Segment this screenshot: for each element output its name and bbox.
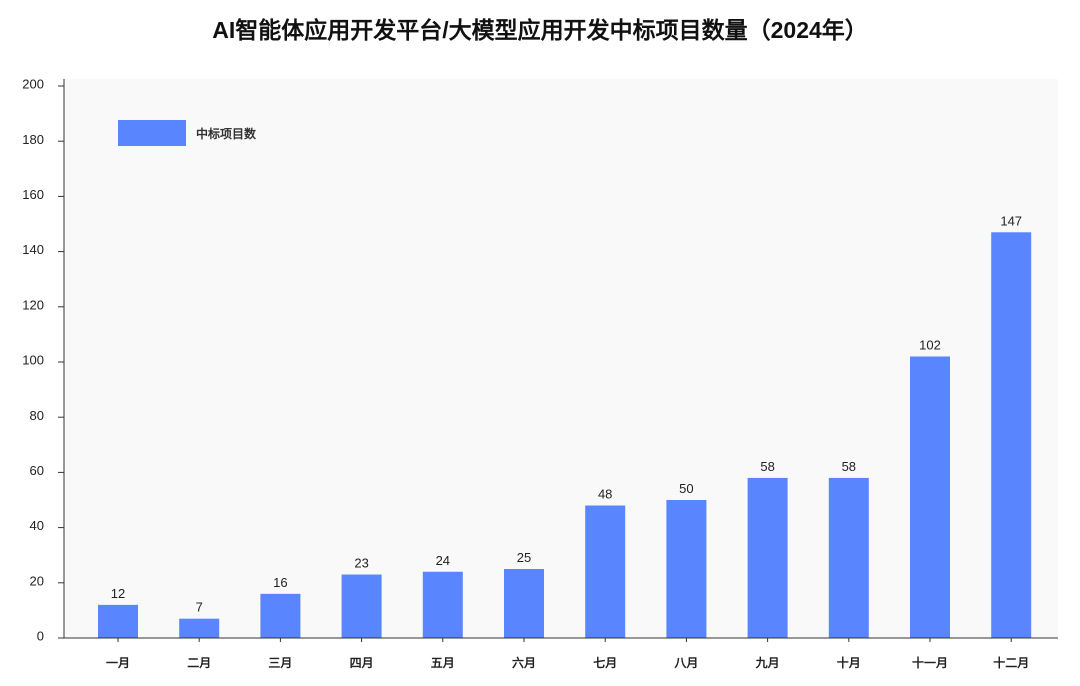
- y-tick-label: 160: [22, 187, 44, 202]
- y-tick-label: 60: [30, 463, 44, 478]
- bar: [260, 593, 301, 638]
- bar: [422, 571, 463, 638]
- bar: [341, 574, 382, 638]
- data-label: 16: [273, 575, 287, 590]
- y-tick-label: 120: [22, 297, 44, 312]
- bar: [585, 505, 626, 638]
- bar: [747, 477, 788, 638]
- bar: [991, 232, 1032, 638]
- x-tick-label: 七月: [593, 656, 617, 670]
- x-tick-label: 十一月: [912, 655, 948, 670]
- data-label: 48: [598, 487, 612, 502]
- x-tick-label: 九月: [755, 655, 780, 670]
- x-axis: 一月 二月 三月 四月 五月 六月 七月 八月 九月 十月 十一月 十二月: [106, 638, 1029, 670]
- data-label: 50: [679, 481, 693, 496]
- y-tick-label: 20: [30, 573, 44, 588]
- bar: [98, 604, 138, 638]
- data-label: 24: [436, 553, 450, 568]
- y-tick-label: 180: [22, 132, 44, 147]
- bar: [910, 356, 950, 638]
- bars: 12 7 16 23 24 25 48 50 58 58 102 147: [98, 213, 1032, 638]
- x-tick-label: 十月: [837, 655, 861, 670]
- y-tick-label: 140: [22, 242, 44, 257]
- y-tick-label: 100: [22, 353, 44, 368]
- x-tick-label: 八月: [673, 656, 698, 670]
- x-tick-label: 五月: [431, 656, 455, 670]
- x-tick-label: 二月: [187, 656, 211, 670]
- y-tick-label: 40: [30, 518, 44, 533]
- x-tick-label: 四月: [350, 656, 374, 670]
- bar: [179, 618, 220, 638]
- x-tick-label: 十二月: [993, 655, 1029, 670]
- y-tick-label: 0: [37, 629, 44, 644]
- data-label: 23: [354, 556, 368, 571]
- plot-background: [64, 79, 1058, 638]
- y-tick-label: 200: [22, 77, 44, 92]
- data-label: 7: [196, 600, 203, 615]
- y-axis: 0 20 40 60 80 100 120 140 160 180 200: [22, 77, 64, 644]
- bar: [504, 569, 544, 638]
- bar: [666, 500, 707, 638]
- data-label: 147: [1000, 213, 1022, 228]
- x-tick-label: 一月: [106, 656, 130, 670]
- data-label: 102: [919, 337, 941, 352]
- data-label: 58: [842, 459, 856, 474]
- x-tick-label: 三月: [268, 656, 292, 670]
- legend: 中标项目数: [118, 120, 256, 146]
- data-label: 25: [517, 550, 531, 565]
- bar: [828, 477, 869, 638]
- x-tick-label: 六月: [512, 655, 536, 670]
- data-label: 12: [111, 586, 125, 601]
- legend-swatch: [118, 120, 186, 146]
- data-label: 58: [760, 459, 774, 474]
- legend-label: 中标项目数: [196, 126, 257, 141]
- y-tick-label: 80: [30, 408, 44, 423]
- chart-title: AI智能体应用开发平台/大模型应用开发中标项目数量（2024年）: [212, 17, 868, 43]
